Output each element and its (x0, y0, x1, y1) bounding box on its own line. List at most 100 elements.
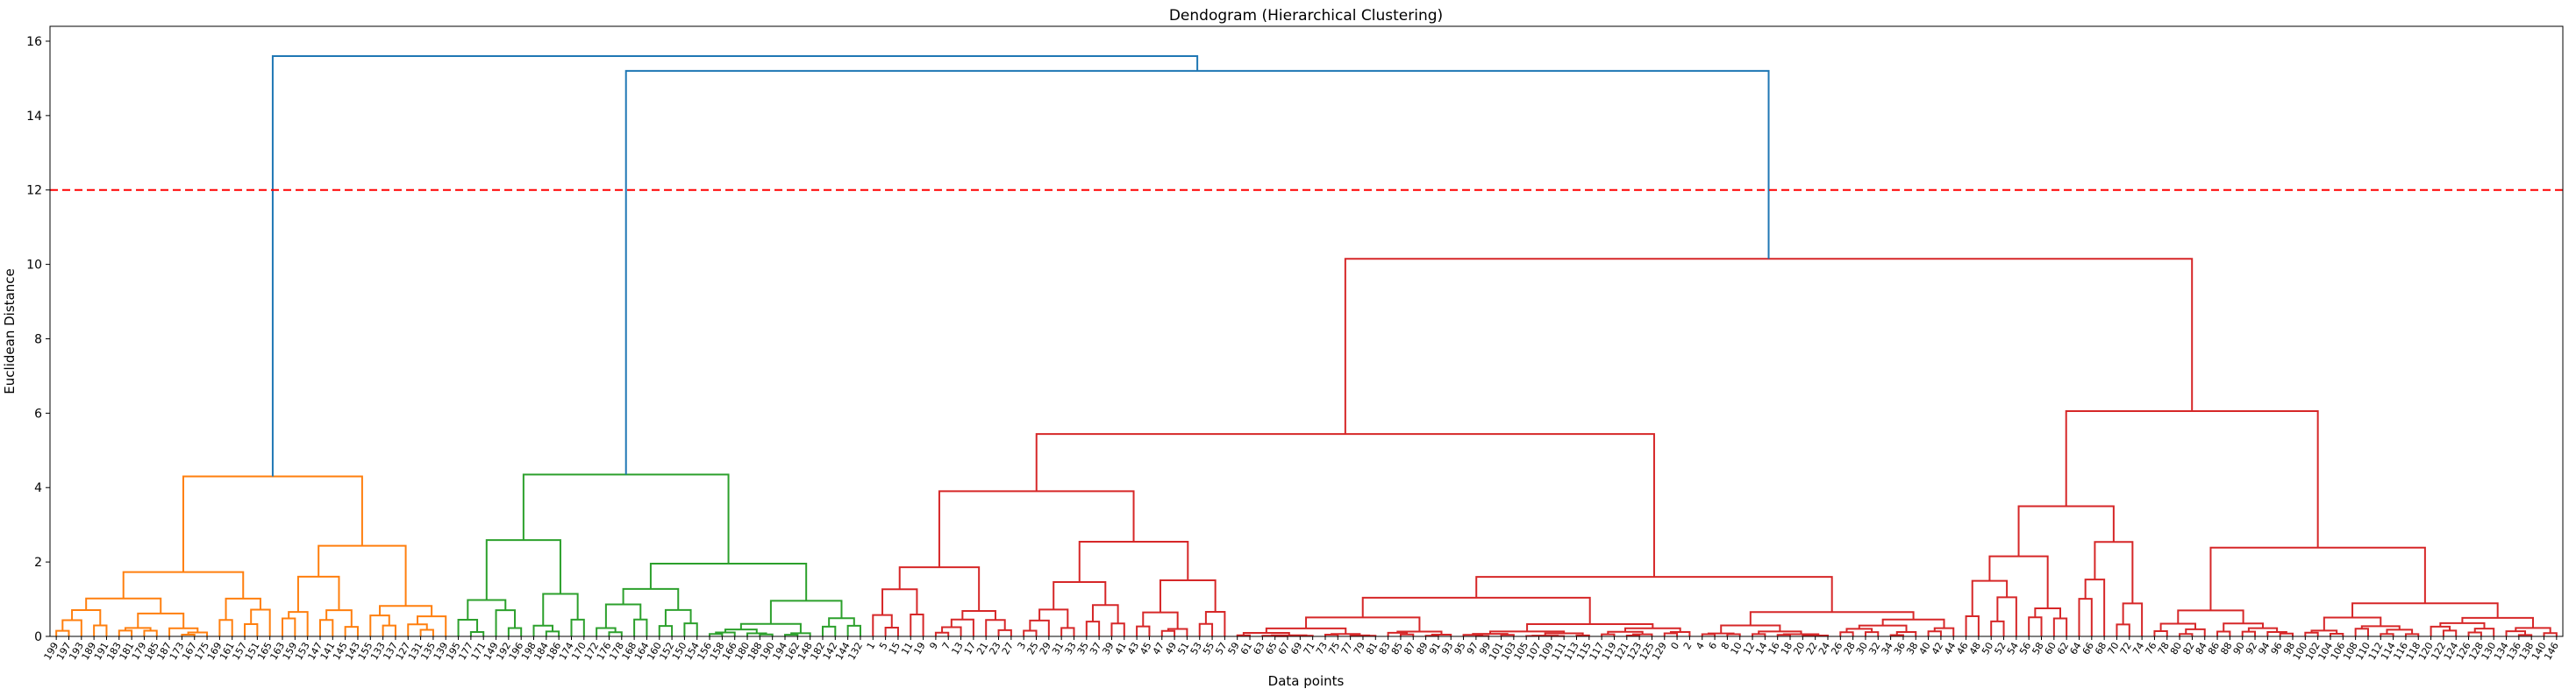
leaf-label: 146 (2542, 641, 2561, 663)
leaf-label: 52 (1992, 641, 2008, 657)
y-tick-label: 6 (34, 407, 42, 421)
leaf-label: 70 (2105, 641, 2121, 657)
leaf-label: 87 (1402, 641, 1417, 657)
plot-frame (49, 25, 2564, 637)
leaf-label: 39 (1100, 641, 1116, 657)
leaf-label: 67 (1276, 641, 1292, 657)
leaf-label: 83 (1377, 641, 1393, 657)
leaf-label: 49 (1163, 641, 1179, 657)
leaf-label: 66 (2080, 641, 2096, 657)
leaf-label: 20 (1791, 641, 1807, 657)
dendrogram-link-orange (61, 619, 82, 636)
dendrogram-link-red (1361, 596, 1591, 624)
dendrogram-link-orange (143, 629, 158, 636)
dendrogram-link-red (2354, 628, 2369, 636)
leaf-label: 2 (1681, 641, 1695, 652)
leaf-label: 33 (1062, 641, 1078, 657)
leaf-label: 14 (1753, 641, 1769, 657)
dendrogram-link-red (1990, 620, 2005, 636)
dendrogram-link-green (608, 631, 623, 636)
dendrogram-link-red (2017, 505, 2115, 557)
leaf-label: 75 (1326, 641, 1342, 657)
dendrogram-link-red (1663, 632, 1679, 636)
dendrogram-link-red (934, 631, 950, 636)
dendrogram-link-red (1060, 627, 1075, 636)
dendrogram-link-orange (137, 612, 185, 629)
leaf-label: 86 (2206, 641, 2222, 657)
leaf-label: 72 (2118, 641, 2134, 657)
leaf-label: 22 (1804, 641, 1820, 657)
leaf-label: 63 (1251, 641, 1267, 657)
dendrogram-link-red (985, 619, 1006, 636)
dendrogram-link-top (624, 69, 1770, 475)
dendrogram-link-red (1996, 596, 2017, 636)
leaf-label: 50 (1980, 641, 1995, 657)
dendrogram-link-orange (318, 619, 334, 636)
leaf-label: 129 (1650, 641, 1669, 663)
dendrogram-link-red (961, 610, 996, 621)
dendrogram-link-red (910, 614, 924, 636)
dendrogram-link-red (1038, 608, 1069, 629)
leaf-label: 97 (1465, 641, 1481, 657)
leaf-label: 34 (1880, 641, 1895, 657)
leaf-label: 27 (1000, 641, 1016, 657)
leaf-label: 17 (962, 641, 978, 657)
leaf-label: 62 (2055, 641, 2071, 657)
dendrogram-link-green (633, 618, 648, 636)
dendrogram-link-red (1159, 579, 1217, 613)
leaf-label: 29 (1038, 641, 1053, 657)
dendrogram-link-green (485, 539, 561, 600)
dendrogram-link-red (2467, 631, 2482, 636)
leaf-label: 40 (1917, 641, 1933, 657)
dendrogram-link-red (1023, 629, 1038, 636)
dendrogram-link-red (2052, 617, 2068, 636)
y-tick-label: 2 (34, 556, 42, 570)
leaf-label: 88 (2218, 641, 2234, 657)
x-axis-label: Data points (1268, 673, 1345, 689)
dendrogram-link-green (542, 593, 579, 626)
leaf-label: 78 (2156, 641, 2172, 657)
y-tick-label: 16 (26, 35, 42, 49)
dendrogram-link-red (2430, 625, 2451, 636)
leaf-label: 58 (2030, 641, 2045, 657)
dendrogram-link-orange (288, 611, 309, 636)
leaf-label: 132 (846, 641, 865, 663)
dendrogram-link-orange (182, 475, 363, 572)
leaf-label: 15 (887, 641, 903, 657)
dendrogram-link-red (2094, 541, 2134, 604)
leaf-label: 81 (1364, 641, 1380, 657)
leaf-label: 35 (1075, 641, 1091, 657)
dendrogram-link-orange (250, 608, 271, 636)
dendrogram-link-orange (325, 609, 353, 628)
dendrogram-link-green (545, 630, 560, 636)
leaf-label: 42 (1930, 641, 1945, 657)
dendrogram-link-red (1927, 630, 1942, 636)
dendrogram-link-green (821, 625, 837, 636)
leaf-label: 11 (899, 641, 915, 657)
leaf-label: 36 (1892, 641, 1908, 657)
dendrogram-link-red (1881, 618, 1945, 629)
dendrogram-link-red (2351, 602, 2499, 618)
dendrogram-link-orange (417, 615, 447, 636)
leaf-label: 48 (1967, 641, 1983, 657)
leaf-label: 55 (1201, 641, 1217, 657)
dendrogram-link-green (658, 625, 674, 636)
dendrogram-link-red (2084, 579, 2106, 636)
leaf-label: 19 (912, 641, 928, 657)
dendrogram-link-orange (55, 629, 70, 636)
leaf-label: 53 (1188, 641, 1204, 657)
leaf-label: 85 (1389, 641, 1405, 657)
leaf-label: 47 (1151, 641, 1167, 657)
leaf-label: 90 (2231, 641, 2247, 657)
dendrogram-link-orange (85, 597, 162, 614)
leaf-label: 37 (1088, 641, 1103, 657)
dendrogram-link-green (769, 600, 843, 624)
dendrogram-link-green (622, 587, 680, 610)
dendrogram-link-orange (244, 622, 259, 636)
dendrogram-link-orange (93, 624, 108, 636)
leaf-label: 13 (950, 641, 966, 657)
dendrogram-link-red (2153, 630, 2168, 636)
dendrogram-link-red (2543, 632, 2558, 636)
dendrogram-link-green (507, 627, 523, 636)
dendrogram-link-red (2122, 602, 2144, 636)
